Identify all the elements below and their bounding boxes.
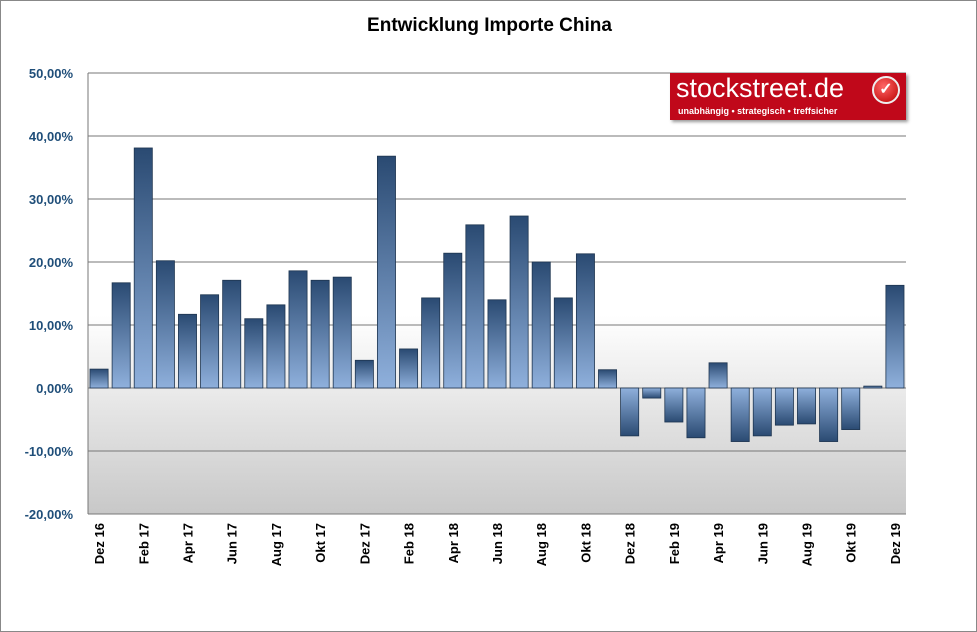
bar [575, 253, 595, 389]
x-tick-label: Okt 17 [313, 523, 328, 563]
x-tick-label: Feb 19 [667, 523, 682, 564]
y-tick-label: -10,00% [25, 444, 74, 459]
y-tick-label: 50,00% [29, 66, 74, 81]
x-tick-label: Dez 17 [357, 523, 372, 564]
bar [730, 387, 750, 442]
y-tick-label: 10,00% [29, 318, 74, 333]
x-tick-label: Feb 17 [136, 523, 151, 564]
bar [421, 297, 441, 389]
x-tick-label: Dez 16 [92, 523, 107, 564]
logo-name: stockstreet.de [676, 73, 845, 103]
chart-title: Entwicklung Importe China [367, 15, 612, 36]
logo-tagline: unabhängig • strategisch • treffsicher [678, 106, 838, 116]
bar [664, 387, 684, 423]
bar [443, 252, 463, 389]
bar [200, 294, 220, 389]
bar [354, 359, 374, 389]
bar [310, 279, 330, 389]
x-tick-label: Okt 19 [844, 523, 859, 563]
bar [487, 299, 507, 389]
bar [531, 261, 551, 389]
bar [708, 362, 728, 389]
bar [244, 318, 264, 389]
bar [774, 387, 794, 426]
plot-area [88, 73, 906, 514]
y-tick-label: 0,00% [36, 381, 73, 396]
x-tick-label: Apr 17 [180, 523, 195, 563]
x-tick-label: Aug 17 [269, 523, 284, 566]
y-tick-label: 30,00% [29, 192, 74, 207]
bar [465, 224, 485, 389]
x-tick-label: Jun 18 [490, 523, 505, 564]
bar [686, 387, 706, 439]
x-tick-label: Feb 18 [402, 523, 417, 564]
x-tick-label: Apr 19 [711, 523, 726, 563]
bar [155, 260, 175, 389]
bar [178, 313, 197, 389]
bar [841, 387, 861, 430]
check-icon: ✓ [872, 76, 900, 104]
x-tick-label: Aug 19 [800, 523, 815, 566]
bar [399, 348, 419, 389]
bar [133, 147, 153, 389]
x-tick-label: Dez 19 [888, 523, 903, 564]
bar [620, 387, 640, 437]
bar [553, 297, 573, 389]
bar [598, 369, 618, 389]
bar [111, 282, 131, 389]
bar [222, 279, 242, 389]
bar [89, 368, 109, 389]
bar [266, 304, 286, 389]
x-tick-label: Jun 17 [225, 523, 240, 564]
bar [752, 387, 772, 437]
bar [863, 385, 883, 389]
x-tick-label: Jun 19 [755, 523, 770, 564]
bar [797, 387, 816, 425]
y-tick-label: -20,00% [25, 507, 74, 522]
bar [288, 270, 308, 389]
y-tick-label: 40,00% [29, 129, 74, 144]
x-tick-label: Aug 18 [534, 523, 549, 566]
bar [819, 387, 839, 442]
stockstreet-logo: stockstreet.de unabhängig • strategisch … [670, 73, 906, 120]
bar [885, 284, 905, 389]
bar [509, 215, 529, 389]
bar [332, 276, 352, 389]
bar [642, 387, 662, 399]
x-tick-label: Okt 18 [578, 523, 593, 563]
x-tick-label: Dez 18 [623, 523, 638, 564]
x-tick-label: Apr 18 [446, 523, 461, 563]
y-tick-label: 20,00% [29, 255, 74, 270]
bar [376, 155, 396, 389]
